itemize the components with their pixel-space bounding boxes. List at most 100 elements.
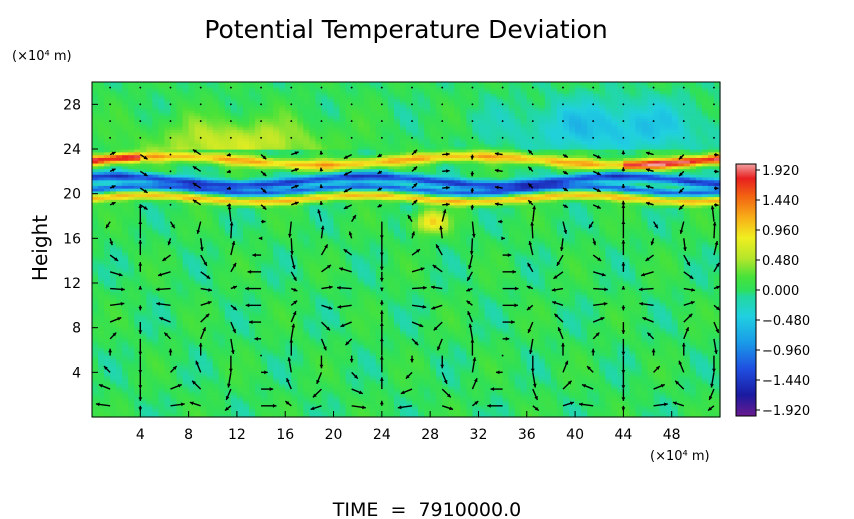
heatmap-cell: [200, 168, 208, 172]
heatmap-cell: [218, 308, 226, 312]
heatmap-cell: [122, 171, 129, 175]
heatmap-cell: [218, 305, 226, 309]
heatmap-cell: [122, 123, 129, 128]
heatmap-cell: [200, 129, 208, 133]
heatmap-cell: [230, 115, 238, 119]
heatmap-cell: [206, 90, 214, 94]
heatmap-cell: [152, 369, 160, 373]
heatmap-cell: [92, 363, 99, 368]
heatmap-cell: [182, 283, 190, 287]
heatmap-cell: [140, 383, 147, 387]
heatmap-cell: [110, 249, 117, 253]
heatmap-cell: [279, 266, 286, 270]
heatmap-cell: [279, 252, 286, 256]
heatmap-cell: [170, 344, 178, 348]
heatmap-cell: [140, 322, 147, 326]
heatmap-cell: [146, 238, 153, 242]
heatmap-cell: [194, 115, 202, 119]
heatmap-cell: [140, 160, 147, 164]
heatmap-cell: [170, 232, 178, 237]
heatmap-cell: [188, 338, 196, 343]
heatmap-cell: [279, 316, 286, 320]
heatmap-cell: [92, 174, 99, 178]
heatmap-cell: [200, 182, 208, 186]
heatmap-cell: [170, 179, 178, 184]
heatmap-cell: [236, 224, 244, 228]
heatmap-cell: [170, 391, 178, 396]
heatmap-cell: [152, 216, 160, 220]
heatmap-cell: [170, 235, 178, 239]
heatmap-cell: [146, 196, 153, 200]
heatmap-cell: [176, 218, 184, 223]
heatmap-cell: [303, 271, 310, 276]
heatmap-cell: [327, 149, 335, 153]
heatmap-cell: [110, 213, 117, 217]
heatmap-cell: [128, 224, 135, 228]
heatmap-cell: [339, 363, 347, 368]
heatmap-cell: [164, 375, 172, 379]
heatmap-cell: [267, 285, 274, 290]
heatmap-cell: [200, 232, 208, 237]
heatmap-cell: [104, 232, 111, 237]
heatmap-cell: [152, 377, 160, 382]
heatmap-cell: [315, 274, 323, 279]
heatmap-cell: [116, 403, 123, 407]
heatmap-cell: [315, 257, 323, 262]
heatmap-cell: [92, 132, 99, 136]
heatmap-cell: [98, 408, 105, 413]
heatmap-cell: [333, 316, 341, 320]
heatmap-cell: [255, 112, 262, 117]
heatmap-cell: [152, 391, 160, 396]
heatmap-cell: [128, 350, 135, 354]
heatmap-cell: [116, 411, 123, 415]
heatmap-cell: [104, 160, 111, 164]
heatmap-cell: [267, 330, 274, 334]
heatmap-cell: [333, 109, 341, 114]
heatmap-cell: [224, 316, 232, 320]
heatmap-cell: [212, 154, 220, 158]
heatmap-cell: [285, 397, 292, 401]
heatmap-cell: [339, 316, 347, 320]
heatmap-cell: [122, 408, 129, 413]
heatmap-cell: [182, 135, 190, 139]
heatmap-cell: [182, 294, 190, 298]
heatmap-cell: [242, 238, 250, 242]
heatmap-cell: [188, 394, 196, 399]
heatmap-cell: [261, 316, 268, 320]
heatmap-cell: [315, 403, 323, 407]
heatmap-cell: [158, 196, 166, 200]
heatmap-cell: [309, 338, 317, 343]
heatmap-cell: [224, 241, 232, 245]
heatmap-cell: [152, 238, 160, 242]
heatmap-cell: [176, 319, 184, 323]
heatmap-cell: [164, 400, 172, 404]
heatmap-cell: [104, 87, 111, 91]
heatmap-cell: [224, 308, 232, 312]
heatmap-cell: [236, 132, 244, 136]
heatmap-cell: [315, 255, 323, 259]
heatmap-cell: [321, 389, 329, 393]
heatmap-cell: [92, 375, 99, 379]
heatmap-cell: [303, 263, 310, 267]
heatmap-cell: [152, 132, 160, 136]
heatmap-cell: [122, 132, 129, 136]
heatmap-cell: [236, 143, 244, 147]
heatmap-cell: [249, 299, 256, 304]
heatmap-cell: [182, 383, 190, 387]
heatmap-cell: [128, 135, 135, 139]
heatmap-cell: [327, 352, 335, 357]
heatmap-cell: [255, 154, 262, 158]
heatmap-cell: [339, 257, 347, 262]
heatmap-cell: [273, 213, 280, 217]
heatmap-cell: [321, 146, 329, 150]
heatmap-cell: [176, 154, 184, 158]
heatmap-cell: [170, 263, 178, 267]
heatmap-cell: [92, 149, 99, 153]
heatmap-cell: [116, 280, 123, 284]
heatmap-cell: [158, 171, 166, 175]
heatmap-cell: [339, 366, 347, 371]
heatmap-cell: [279, 157, 286, 161]
heatmap-cell: [104, 235, 111, 239]
heatmap-cell: [273, 383, 280, 387]
heatmap-cell: [224, 358, 232, 362]
